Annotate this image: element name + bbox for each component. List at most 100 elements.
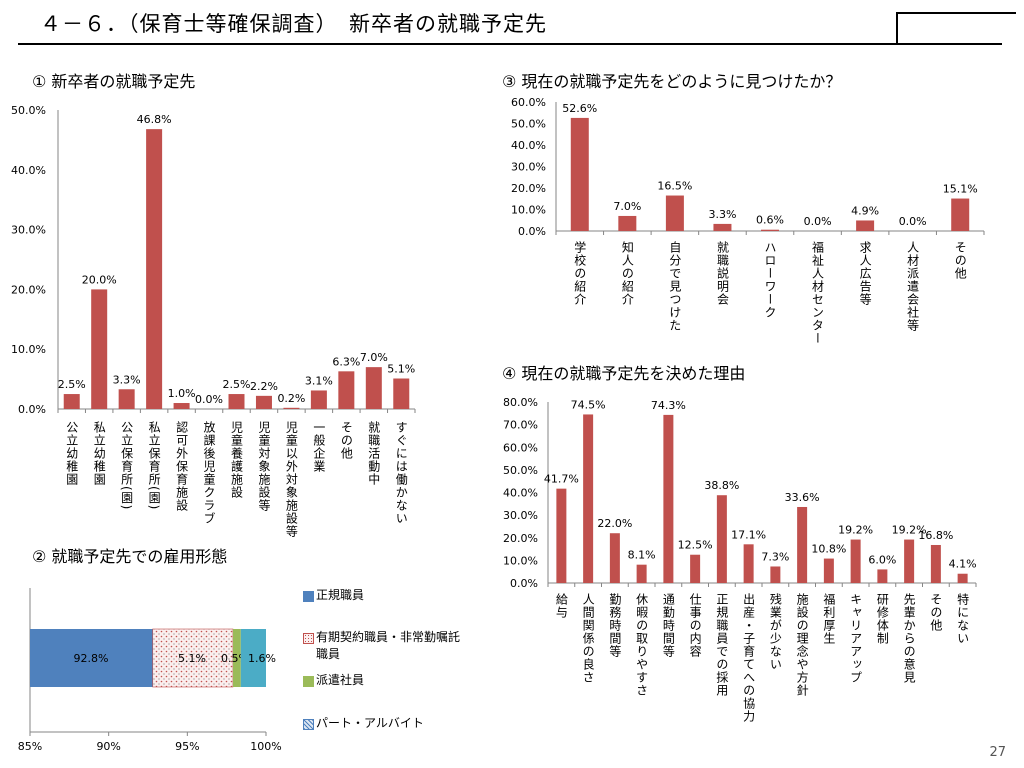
c2-segment xyxy=(30,629,153,687)
c4-data-label: 17.1% xyxy=(731,528,766,541)
c1-data-label: 5.1% xyxy=(387,363,415,376)
c1-data-label: 0.0% xyxy=(195,393,223,406)
c3-data-label: 4.9% xyxy=(851,204,879,217)
c1-bar xyxy=(228,394,245,409)
c3-bar xyxy=(856,220,875,231)
c4-ytick: 60.0% xyxy=(503,441,538,454)
c1-data-label: 3.1% xyxy=(305,374,333,387)
c4-data-label: 4.1% xyxy=(949,558,977,571)
c2-xtick: 100% xyxy=(250,740,281,753)
c1-category-label: 公立幼稚園 xyxy=(65,421,79,486)
c2-xtick: 85% xyxy=(18,740,42,753)
legend-swatch xyxy=(303,676,314,687)
c3-ytick: 40.0% xyxy=(511,139,546,152)
c3-data-label: 3.3% xyxy=(708,208,736,221)
c4-bar xyxy=(930,544,941,583)
c4-ytick: 30.0% xyxy=(503,509,538,522)
c1-data-label: 3.3% xyxy=(113,373,141,386)
c2-data-label: 92.8% xyxy=(74,652,109,665)
legend-label: 正規職員 xyxy=(316,588,365,602)
section-3-heading: ③ 現在の就職予定先をどのように見つけたか？ xyxy=(502,72,842,91)
c2-xtick: 90% xyxy=(96,740,120,753)
c4-category-label: キャリアアップ xyxy=(849,593,863,684)
c1-bar xyxy=(283,407,300,409)
c3-category-label: 学校の紹介 xyxy=(573,240,587,306)
c3-ytick: 20.0% xyxy=(511,182,546,195)
c3-category-label: 就職説明会 xyxy=(715,241,729,306)
c4-category-label: 休暇の取りやすさ xyxy=(635,593,649,697)
c4-data-label: 7.3% xyxy=(761,550,789,563)
c1-bar xyxy=(393,378,410,409)
c1-bar xyxy=(365,367,382,409)
c4-ytick: 70.0% xyxy=(503,419,538,432)
c3-data-label: 7.0% xyxy=(613,200,641,213)
c1-bar xyxy=(63,394,80,409)
c1-data-label: 2.2% xyxy=(250,380,278,393)
c4-bar xyxy=(770,566,781,583)
c1-data-label: 2.5% xyxy=(58,378,86,391)
c4-data-label: 16.8% xyxy=(918,529,953,542)
c4-category-label: 給与 xyxy=(554,593,568,619)
c3-category-label: 人材派遣会社等 xyxy=(906,241,920,332)
legend-label: パート・アルバイト xyxy=(316,716,424,730)
legend-label: 有期契約職員・非常勤嘱託職員 xyxy=(316,630,461,661)
c1-ytick: 30.0% xyxy=(11,224,46,237)
c2-segment xyxy=(232,629,241,687)
c1-category-label: 私立幼稚園 xyxy=(92,421,106,486)
legend-swatch xyxy=(303,719,314,730)
c4-ytick: 40.0% xyxy=(503,487,538,500)
section-4-heading: ④ 現在の就職予定先を決めた理由 xyxy=(502,364,746,383)
c4-category-label: 人間関係の良さ xyxy=(581,593,595,684)
c3-category-label: 自分で見つけた xyxy=(668,241,682,332)
c4-bar xyxy=(583,414,594,583)
c1-bar xyxy=(118,389,135,409)
c4-category-label: 出産・子育てへの協力 xyxy=(742,593,756,723)
c4-data-label: 74.3% xyxy=(651,399,686,412)
c1-bar xyxy=(173,403,190,409)
c4-data-label: 33.6% xyxy=(785,491,820,504)
c2-segment xyxy=(152,628,234,688)
legend-label: 派遣社員 xyxy=(316,673,365,687)
c3-data-label: 52.6% xyxy=(562,102,597,115)
c1-category-label: 児童対象施設等 xyxy=(257,421,271,512)
c4-bar xyxy=(556,488,567,583)
c1-bar xyxy=(91,289,108,409)
c1-category-label: 私立保育所(園) xyxy=(147,421,161,511)
c4-data-label: 10.8% xyxy=(811,543,846,556)
c1-bar xyxy=(146,129,163,410)
c4-category-label: 福利厚生 xyxy=(822,592,836,645)
c4-ytick: 80.0% xyxy=(503,396,538,409)
c1-bar xyxy=(338,371,355,409)
c4-data-label: 19.2% xyxy=(838,524,873,537)
c4-bar xyxy=(663,414,674,583)
c1-category-label: 一般企業 xyxy=(312,421,326,473)
c1-data-label: 0.2% xyxy=(277,392,305,405)
c1-category-label: 放課後児童クラブ xyxy=(202,420,216,525)
c4-bar xyxy=(957,573,968,583)
c2-data-label: 1.6% xyxy=(248,652,276,665)
legend-swatch xyxy=(303,591,314,602)
page-number: 27 xyxy=(989,745,1006,760)
page-title: ４－６．（保育士等確保調査） 新卒者の就職予定先 xyxy=(40,12,547,36)
c4-category-label: 施設の理念や方針 xyxy=(795,593,809,697)
c4-category-label: 先輩からの意見 xyxy=(902,593,916,684)
c3-ytick: 50.0% xyxy=(511,118,546,131)
c1-ytick: 40.0% xyxy=(11,164,46,177)
header-rule xyxy=(18,43,1002,45)
c3-data-label: 0.0% xyxy=(804,215,832,228)
c4-category-label: 正規職員での採用 xyxy=(715,593,729,697)
c3-data-label: 0.0% xyxy=(899,215,927,228)
c3-category-label: 求人広告等 xyxy=(858,241,872,306)
section-2-heading: ② 就職予定先での雇用形態 xyxy=(32,547,228,566)
c4-data-label: 12.5% xyxy=(678,539,713,552)
c4-ytick: 10.0% xyxy=(503,554,538,567)
c3-bar xyxy=(713,223,732,231)
c4-bar xyxy=(797,506,808,583)
c3-bar xyxy=(618,215,637,231)
c4-data-label: 74.5% xyxy=(571,398,606,411)
c3-data-label: 16.5% xyxy=(657,180,692,193)
c4-bar xyxy=(716,495,727,583)
c4-data-label: 38.8% xyxy=(704,479,739,492)
c4-data-label: 8.1% xyxy=(628,549,656,562)
c3-category-label: 福祉人材センター xyxy=(811,240,825,345)
